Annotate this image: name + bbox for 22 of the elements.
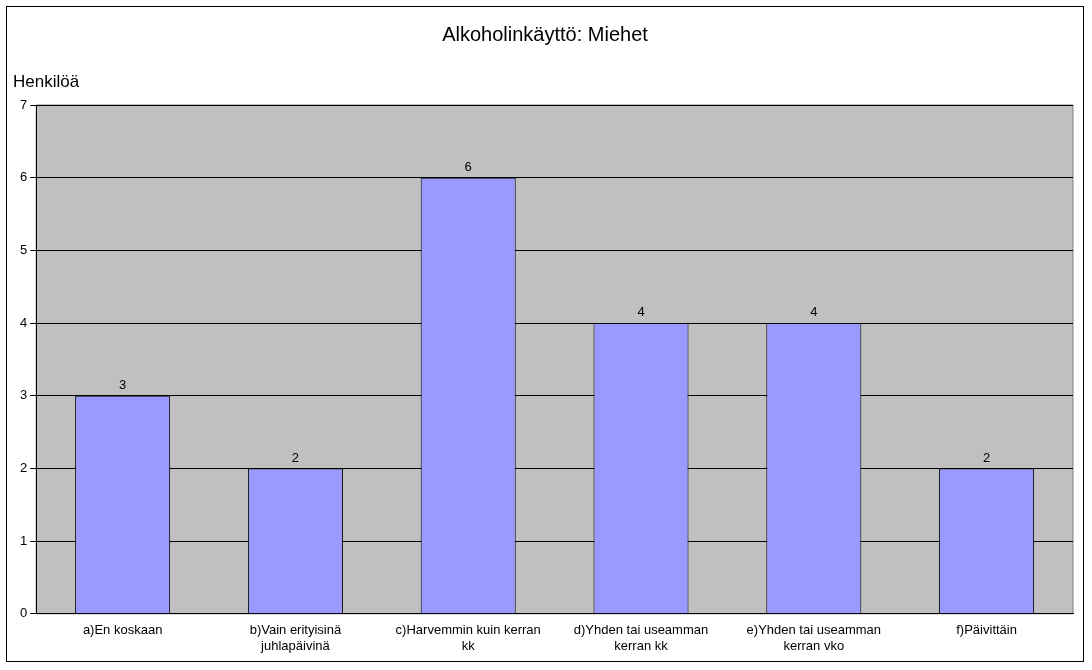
y-tick-label: 0	[20, 605, 28, 621]
x-tick-label: d)Yhden tai useamman kerran kk	[573, 622, 709, 653]
y-tick-label: 1	[20, 532, 28, 548]
data-label: 3	[119, 376, 127, 392]
y-tick-label: 6	[20, 169, 28, 185]
x-tick-label: a)En koskaan	[82, 622, 163, 638]
y-tick-label: 2	[20, 460, 28, 476]
chart-title: Alkoholinkäyttö: Miehet	[442, 22, 649, 45]
y-tick-label: 4	[20, 314, 28, 330]
y-axis-title: Henkilöä	[13, 72, 80, 92]
data-label: 2	[291, 449, 300, 465]
x-tick-label: c)Harvemmin kuin kerran kk	[395, 622, 541, 653]
x-tick-label: f)Päivittäin	[956, 622, 1017, 638]
data-label: 6	[464, 158, 472, 174]
x-tick-label: b)Vain erityisinä juhlapäivinä	[249, 622, 342, 653]
data-label: 4	[637, 304, 645, 320]
y-tick-label: 5	[20, 241, 28, 257]
x-tick-label: e)Yhden tai useamman kerran vko	[746, 622, 882, 653]
data-label: 2	[982, 449, 991, 465]
y-tick-label: 3	[20, 387, 28, 403]
y-tick-label: 7	[20, 96, 28, 112]
data-label: 4	[810, 304, 818, 320]
